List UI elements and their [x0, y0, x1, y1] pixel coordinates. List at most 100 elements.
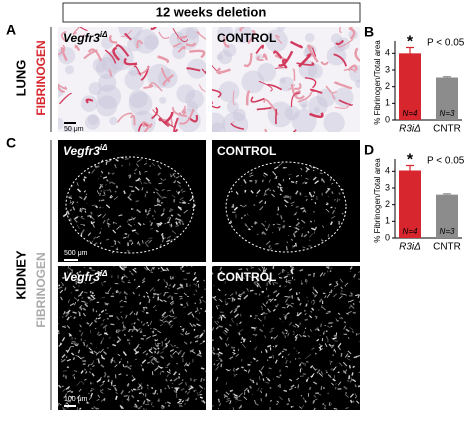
label-sup: iΔ	[100, 30, 108, 39]
scale-label: 50 μm	[64, 126, 84, 133]
texture-speck	[311, 199, 312, 200]
texture-blob	[218, 81, 239, 102]
y-tick-label: 4	[385, 166, 390, 176]
texture-speck	[273, 224, 275, 225]
texture-speck	[107, 161, 108, 162]
texture-speck	[140, 332, 142, 333]
texture-speck	[139, 393, 142, 394]
texture-speck	[104, 399, 105, 401]
texture-speck	[159, 200, 160, 201]
texture-speck	[80, 208, 81, 212]
texture-speck	[178, 207, 181, 208]
texture-speck	[134, 280, 135, 281]
y-axis-label: % Fibrinogen/Total area	[373, 158, 382, 243]
texture-blob	[308, 96, 328, 116]
texture-blob	[159, 97, 166, 104]
texture-speck	[147, 322, 148, 323]
p-value: P < 0.05	[427, 156, 465, 167]
texture-speck	[83, 225, 85, 226]
texture-speck	[303, 374, 306, 375]
texture-speck	[344, 322, 346, 323]
texture-speck	[191, 264, 194, 267]
texture-speck	[268, 295, 269, 297]
texture-speck	[261, 398, 262, 401]
texture-speck	[165, 286, 166, 287]
texture-speck	[61, 359, 62, 360]
texture-speck	[342, 213, 343, 214]
texture-speck	[279, 278, 282, 279]
texture-speck	[84, 342, 85, 346]
texture-speck	[327, 188, 330, 189]
texture-speck	[102, 184, 103, 185]
texture-speck	[358, 386, 361, 387]
texture-speck	[90, 391, 92, 392]
label-sup: iΔ	[100, 269, 108, 278]
texture-speck	[154, 289, 155, 291]
x-tick-label: R3iΔ	[399, 242, 421, 253]
texture-speck	[150, 272, 153, 273]
texture-speck	[353, 366, 355, 367]
texture-speck	[165, 403, 166, 404]
texture-blob	[65, 65, 74, 74]
texture-speck	[150, 221, 151, 223]
texture-speck	[182, 380, 183, 381]
texture-speck	[72, 341, 75, 342]
texture-speck	[130, 271, 131, 272]
texture-speck	[101, 390, 102, 392]
texture-speck	[283, 349, 286, 350]
y-tick-label: 4	[385, 48, 390, 58]
texture-speck	[154, 192, 155, 193]
texture-speck	[274, 300, 276, 301]
label: Vegfr3	[63, 270, 100, 284]
texture-speck	[142, 240, 143, 243]
texture-speck	[88, 172, 90, 173]
n-label: N=3	[440, 109, 455, 118]
image-label: CONTROL	[217, 270, 276, 284]
texture-speck	[306, 379, 307, 382]
texture-speck	[108, 219, 109, 220]
texture-speck	[99, 207, 101, 208]
texture-speck	[89, 268, 91, 269]
texture-speck	[186, 365, 189, 366]
texture-speck	[221, 364, 222, 367]
texture-speck	[285, 335, 286, 338]
texture-blob	[52, 118, 64, 130]
texture-speck	[327, 271, 328, 273]
texture-speck	[265, 201, 266, 204]
texture-speck	[54, 381, 58, 384]
texture-speck	[349, 375, 350, 379]
texture-speck	[144, 296, 145, 297]
panel-letter: B	[364, 24, 374, 40]
texture-speck	[233, 350, 235, 351]
texture-speck	[210, 315, 212, 318]
texture-speck	[110, 182, 111, 184]
panel-letter: A	[6, 22, 16, 38]
texture-speck	[327, 202, 328, 205]
texture-speck	[339, 193, 340, 195]
texture-speck	[79, 286, 80, 287]
texture-blob	[205, 113, 225, 133]
texture-speck	[69, 197, 72, 198]
texture-speck	[162, 342, 163, 343]
texture-speck	[273, 266, 274, 269]
texture-speck	[239, 332, 240, 335]
texture-speck	[310, 192, 311, 195]
texture-speck	[220, 361, 222, 362]
texture-speck	[124, 395, 128, 396]
texture-speck	[57, 333, 59, 334]
texture-speck	[163, 235, 164, 239]
organ-label: KIDNEY	[13, 250, 28, 299]
texture-speck	[303, 336, 306, 337]
texture-blob	[277, 23, 285, 31]
texture-speck	[190, 342, 191, 344]
texture-speck	[200, 397, 203, 398]
texture-blob	[109, 117, 117, 125]
texture-speck	[151, 348, 152, 349]
texture-speck	[340, 293, 342, 294]
texture-speck	[201, 297, 203, 298]
texture-speck	[315, 202, 316, 204]
texture-speck	[321, 386, 322, 390]
label: Vegfr3	[63, 144, 100, 158]
texture-speck	[241, 367, 243, 368]
